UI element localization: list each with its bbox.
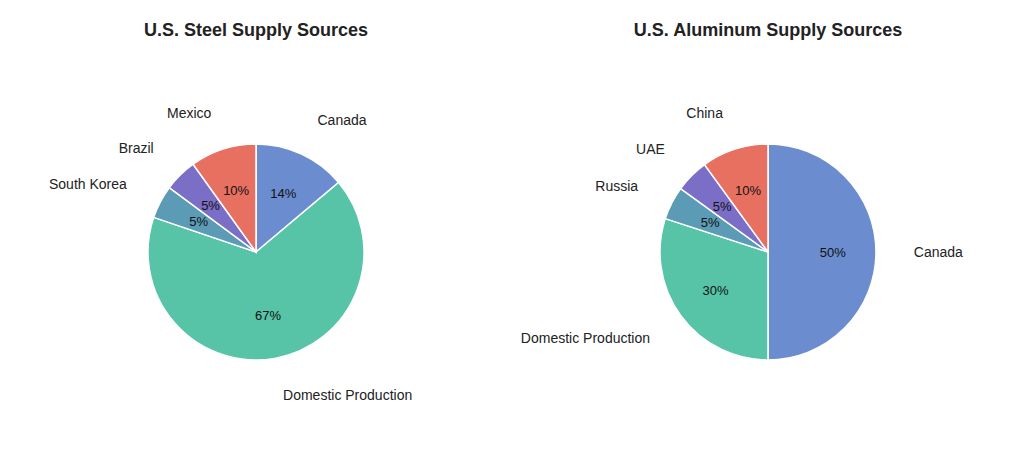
category-label: China xyxy=(686,105,723,121)
data-label: 5% xyxy=(201,198,220,213)
data-label: 30% xyxy=(703,283,729,298)
pie-panel: U.S. Aluminum Supply Sources 50% Canada 30%… xyxy=(521,20,963,360)
chart-container: U.S. Steel Supply Sources 14% Canada 67% Dom… xyxy=(0,0,1024,463)
category-label: Canada xyxy=(318,112,367,128)
data-label: 10% xyxy=(735,183,761,198)
category-label: Canada xyxy=(914,244,963,260)
data-label: 67% xyxy=(255,308,281,323)
category-label: Domestic Production xyxy=(521,330,650,346)
category-label: Brazil xyxy=(119,140,154,156)
pie-panel: U.S. Steel Supply Sources 14% Canada 67% Dom… xyxy=(49,20,412,403)
pie-slice xyxy=(193,144,256,252)
chart-svg: U.S. Steel Supply Sources 14% Canada 67% Dom… xyxy=(0,0,1024,463)
data-label: 50% xyxy=(820,245,846,260)
data-label: 5% xyxy=(701,215,720,230)
pie-slices xyxy=(148,144,364,360)
pie-slices xyxy=(660,144,876,360)
category-label: Domestic Production xyxy=(283,387,412,403)
category-label: South Korea xyxy=(49,176,127,192)
data-label: 5% xyxy=(713,199,732,214)
category-label: Mexico xyxy=(167,105,212,121)
pie-slice xyxy=(705,144,768,252)
data-label: 14% xyxy=(270,186,296,201)
chart-title: U.S. Aluminum Supply Sources xyxy=(634,20,902,40)
category-label: Russia xyxy=(595,178,638,194)
pie-labels: 14% Canada 67% Domestic Production 5% South K… xyxy=(49,105,412,403)
category-label: UAE xyxy=(636,141,665,157)
chart-title: U.S. Steel Supply Sources xyxy=(144,20,368,40)
pie-labels: 50% Canada 30% Domestic Production 5% Russia 5… xyxy=(521,105,963,345)
data-label: 10% xyxy=(223,183,249,198)
data-label: 5% xyxy=(189,214,208,229)
pie-slice xyxy=(768,144,876,360)
